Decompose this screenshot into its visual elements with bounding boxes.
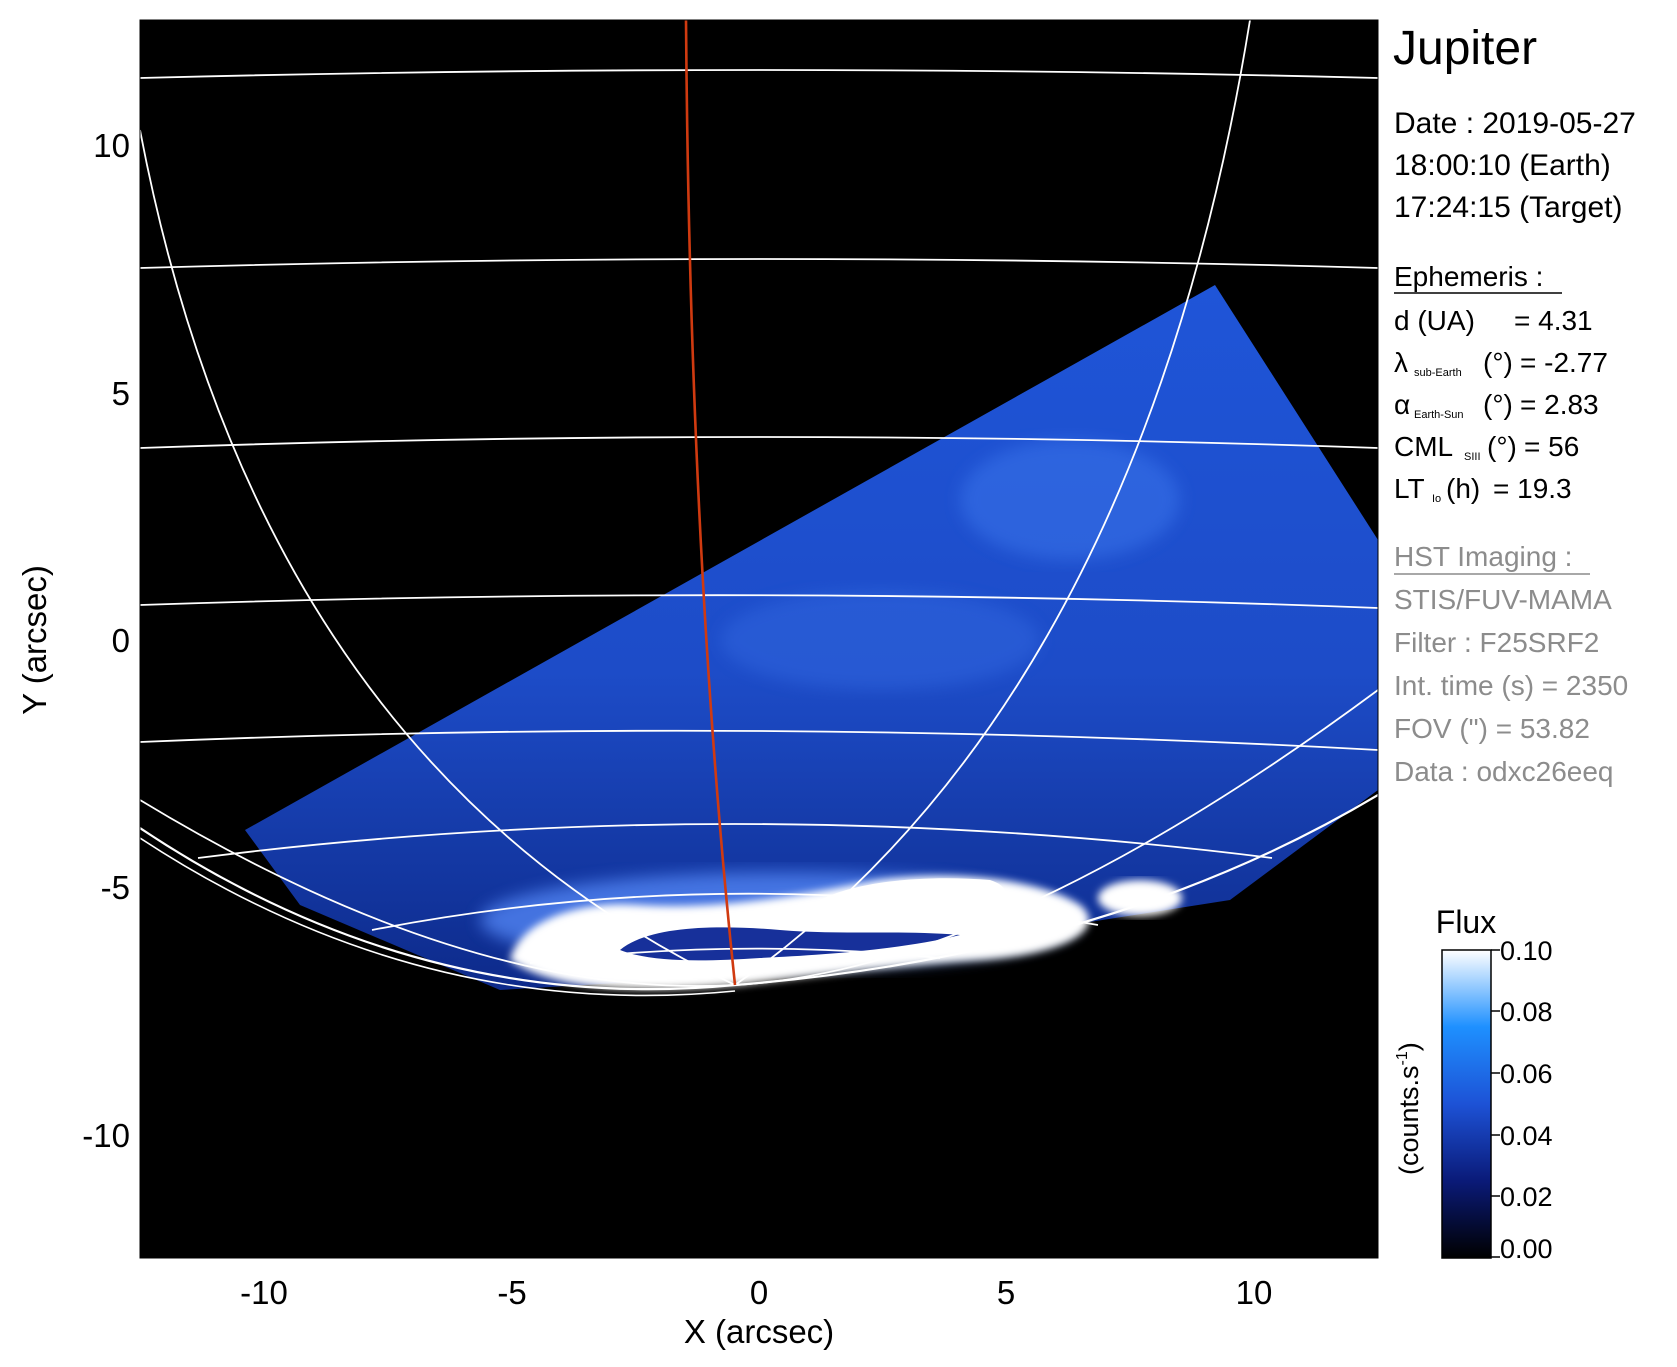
colorbar: Flux 0.10 0.08 0.06 0.04 0.02 0.00 (coun… xyxy=(1394,904,1553,1264)
x-tick-label: -5 xyxy=(497,1274,526,1311)
latitude-unit: (°) xyxy=(1483,347,1513,378)
phase-value: = 2.83 xyxy=(1520,389,1599,420)
info-panel: Jupiter Date : 2019-05-27 18:00:10 (Eart… xyxy=(1393,22,1636,787)
x-tick-label: -10 xyxy=(240,1274,288,1311)
colorbar-tick-label: 0.10 xyxy=(1500,936,1553,966)
longitude-line xyxy=(140,129,736,986)
latitude-value: = -2.77 xyxy=(1520,347,1608,378)
colorbar-unit-label: (counts.s-1) xyxy=(1394,1042,1424,1175)
colorbar-tick-marks xyxy=(1491,949,1500,1258)
y-axis-ticks: 10 5 0 -5 -10 xyxy=(82,127,130,1154)
latitude-line xyxy=(140,258,1378,269)
lt-value: = 19.3 xyxy=(1493,473,1572,504)
colorbar-scale xyxy=(1441,949,1492,1259)
colorbar-title: Flux xyxy=(1436,904,1496,940)
latitude-line xyxy=(371,892,1099,931)
central-meridian xyxy=(684,20,737,986)
longitude-grid xyxy=(140,20,1378,987)
lt-unit: (h) xyxy=(1446,473,1480,504)
y-tick-label: -10 xyxy=(82,1117,130,1154)
cml-value: = 56 xyxy=(1524,431,1579,462)
longitude-line xyxy=(734,689,1378,986)
y-tick-label: 0 xyxy=(112,622,130,659)
hst-int-time: Int. time (s) = 2350 xyxy=(1394,670,1628,701)
phase-subscript: Earth-Sun xyxy=(1414,409,1464,421)
date-line: Date : 2019-05-27 xyxy=(1394,107,1636,140)
lt-subscript: Io xyxy=(1432,493,1441,505)
latitude-line xyxy=(140,436,1378,449)
latitude-line xyxy=(140,594,1378,609)
latitude-line xyxy=(140,729,1378,751)
phase-unit: (°) xyxy=(1483,389,1513,420)
hst-fov: FOV (") = 53.82 xyxy=(1394,713,1590,744)
colorbar-tick-label: 0.08 xyxy=(1500,997,1553,1027)
earth-time-line: 18:00:10 (Earth) xyxy=(1394,149,1611,182)
hst-filter: Filter : F25SRF2 xyxy=(1394,627,1599,658)
x-axis-label: X (arcsec) xyxy=(684,1313,834,1350)
target-title: Jupiter xyxy=(1393,22,1537,75)
colorbar-tick-label: 0.06 xyxy=(1500,1059,1553,1089)
cml-subscript: SIII xyxy=(1464,451,1481,463)
cml-symbol: CML xyxy=(1394,431,1453,462)
lt-symbol: LT xyxy=(1394,473,1425,504)
y-axis-label: Y (arcsec) xyxy=(16,565,53,715)
phase-symbol: α xyxy=(1394,389,1410,420)
hst-instrument: STIS/FUV-MAMA xyxy=(1394,584,1612,615)
distance-label: d (UA) xyxy=(1394,305,1475,336)
latitude-line xyxy=(197,823,1273,859)
aurora-spot xyxy=(1098,880,1182,916)
x-tick-label: 5 xyxy=(997,1274,1015,1311)
hst-header: HST Imaging : xyxy=(1394,541,1572,572)
x-tick-label: 0 xyxy=(750,1274,768,1311)
y-tick-label: 5 xyxy=(112,375,130,412)
x-axis-ticks: -10 -5 0 5 10 xyxy=(240,1274,1272,1311)
bright-patch-2 xyxy=(720,590,1040,690)
hst-data-id: Data : odxc26eeq xyxy=(1394,756,1614,787)
cml-unit: (°) xyxy=(1487,431,1517,462)
bright-patch xyxy=(960,440,1180,560)
colorbar-tick-label: 0.04 xyxy=(1500,1121,1553,1151)
plot-frame xyxy=(139,19,1379,1259)
y-tick-label: -5 xyxy=(101,869,130,906)
image-panel xyxy=(139,19,1379,1259)
longitude-line xyxy=(734,20,1251,986)
y-tick-label: 10 xyxy=(93,127,130,164)
colorbar-tick-labels: 0.10 0.08 0.06 0.04 0.02 0.00 xyxy=(1500,936,1553,1264)
ephemeris-header: Ephemeris : xyxy=(1394,261,1543,292)
colorbar-tick-label: 0.02 xyxy=(1500,1182,1553,1212)
distance-value: = 4.31 xyxy=(1514,305,1593,336)
latitude-subscript: sub-Earth xyxy=(1414,367,1462,379)
longitude-line xyxy=(140,799,736,987)
latitude-line xyxy=(140,69,1378,79)
x-tick-label: 10 xyxy=(1236,1274,1273,1311)
latitude-grid xyxy=(140,69,1378,964)
colorbar-tick-label: 0.00 xyxy=(1500,1234,1553,1264)
latitude-line xyxy=(529,947,941,964)
latitude-symbol: λ xyxy=(1394,347,1408,378)
target-time-line: 17:24:15 (Target) xyxy=(1394,191,1622,224)
